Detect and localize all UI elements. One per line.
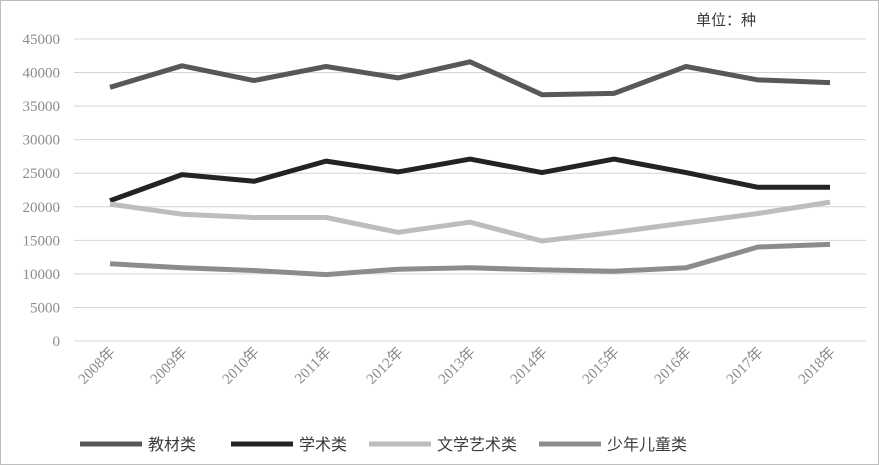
gridlines: [74, 38, 866, 342]
y-tick-label-9: 45000: [23, 32, 61, 48]
x-tick-label-4: 2012年: [363, 344, 407, 388]
series-line-0: [109, 59, 831, 98]
y-tick-label-7: 35000: [23, 99, 61, 115]
y-tick-label-0: 0: [53, 334, 61, 350]
unit-label: 单位：种: [696, 11, 756, 29]
y-tick-label-8: 40000: [23, 66, 61, 82]
legend-label-1: 学术类: [299, 435, 347, 454]
x-tick-label-3: 2011年: [291, 344, 334, 387]
series-line-1: [109, 156, 830, 204]
x-tick-label-1: 2009年: [147, 344, 191, 388]
series-lines: [109, 59, 831, 278]
legend: 教材类 学术类 文学艺术类 少年儿童类: [80, 435, 687, 454]
y-tick-label-1: 5000: [30, 300, 60, 316]
x-tick-label-7: 2015年: [579, 344, 623, 388]
y-tick-label-3: 15000: [23, 233, 61, 249]
series-line-3: [109, 241, 831, 278]
x-tick-label-6: 2014年: [507, 344, 551, 388]
x-tick-label-8: 2016年: [651, 344, 695, 388]
x-axis-ticks: 2008年 2009年 2010年 2011年 2012年 2013年 2014年 2015年…: [75, 344, 839, 388]
x-tick-label-10: 2018年: [795, 344, 839, 388]
legend-label-0: 教材类: [148, 435, 196, 454]
legend-label-3: 少年儿童类: [607, 435, 687, 454]
legend-label-2: 文学艺术类: [437, 435, 517, 454]
x-tick-label-2: 2010年: [219, 344, 263, 388]
x-tick-label-0: 2008年: [75, 344, 119, 388]
x-tick-label-5: 2013年: [435, 344, 479, 388]
y-axis-ticks: 0 5000 10000 15000 20000 25000 30000 35000 40000…: [23, 32, 61, 350]
y-tick-label-6: 30000: [23, 133, 61, 149]
y-tick-label-4: 20000: [23, 200, 61, 216]
y-tick-label-5: 25000: [23, 166, 61, 182]
series-line-2: [109, 199, 831, 244]
x-tick-label-9: 2017年: [723, 344, 767, 388]
y-tick-label-2: 10000: [23, 267, 61, 283]
